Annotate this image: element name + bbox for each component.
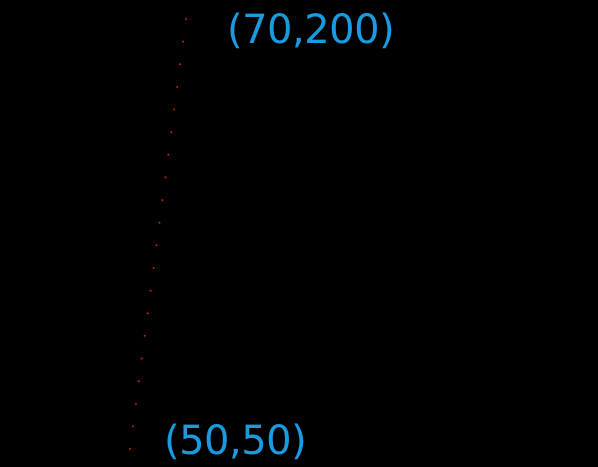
line-dot <box>182 40 185 43</box>
line-dot <box>131 425 134 428</box>
line-dot <box>129 448 131 450</box>
line-dot <box>176 85 179 88</box>
line-dot <box>155 244 158 247</box>
line-dot <box>161 199 164 202</box>
line-dot <box>134 402 137 405</box>
line-dot <box>179 63 182 66</box>
line-dot <box>158 221 161 224</box>
line-dot <box>173 108 176 111</box>
dotted-line <box>129 18 187 450</box>
end-point-label: (70,200) <box>227 7 395 53</box>
line-dot <box>140 357 143 360</box>
line-dot <box>185 18 187 20</box>
line-dot <box>149 289 152 292</box>
line-dot <box>143 334 146 337</box>
start-point-label: (50,50) <box>164 418 307 464</box>
line-dot <box>167 153 170 156</box>
line-dot <box>152 266 155 269</box>
line-dot <box>146 312 149 315</box>
line-dot <box>170 131 173 134</box>
line-dot <box>137 380 140 383</box>
line-dot <box>164 176 167 179</box>
